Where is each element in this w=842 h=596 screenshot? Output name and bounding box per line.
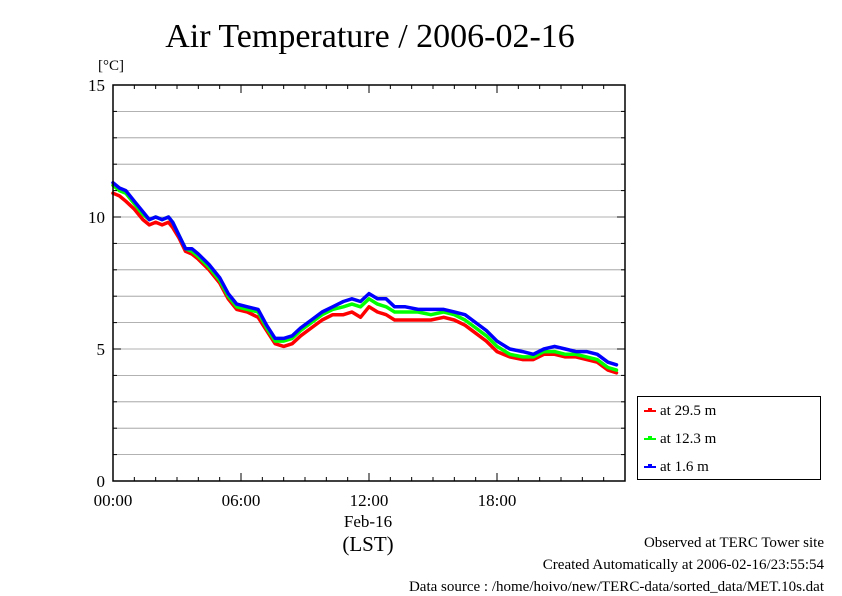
chart-title: Air Temperature / 2006-02-16	[165, 18, 575, 55]
footer-created: Created Automatically at 2006-02-16/23:5…	[542, 557, 824, 573]
legend-item-12-3m: at 12.3 m	[644, 429, 716, 449]
footer-source: Data source : /home/hoivo/new/TERC-data/…	[408, 579, 824, 595]
legend-swatch-green	[644, 436, 656, 440]
series-lines	[111, 180, 619, 375]
legend-item-29-5m: at 29.5 m	[644, 401, 716, 421]
legend: at 29.5 m at 12.3 m at 1.6 m	[637, 396, 821, 480]
x-axis-date-label: Feb-16	[344, 512, 392, 531]
x-tick-label: 06:00	[222, 491, 261, 510]
y-axis-label: [°C]	[98, 58, 124, 74]
y-tick-label: 10	[88, 208, 105, 227]
grid-lines	[113, 111, 625, 456]
legend-item-1-6m: at 1.6 m	[644, 457, 709, 477]
y-tick-label: 15	[88, 76, 105, 95]
legend-label: at 1.6 m	[660, 458, 709, 475]
legend-label: at 12.3 m	[660, 430, 717, 447]
series-line	[111, 180, 619, 367]
series-line	[111, 191, 619, 375]
axis-ticks: 0 5 10 15 00:00 06:00 12:00 18:00	[88, 76, 626, 510]
plot-frame	[112, 84, 626, 482]
x-axis-unit-label: (LST)	[342, 532, 393, 556]
x-tick-label: 12:00	[350, 491, 389, 510]
y-tick-label: 0	[97, 472, 106, 491]
legend-swatch-blue	[644, 464, 656, 468]
x-tick-label: 18:00	[478, 491, 517, 510]
series-line	[111, 183, 619, 372]
y-tick-label: 5	[97, 340, 106, 359]
legend-swatch-red	[644, 408, 656, 412]
x-tick-label: 00:00	[94, 491, 133, 510]
legend-label: at 29.5 m	[660, 402, 717, 419]
footer-observed: Observed at TERC Tower site	[643, 535, 824, 551]
